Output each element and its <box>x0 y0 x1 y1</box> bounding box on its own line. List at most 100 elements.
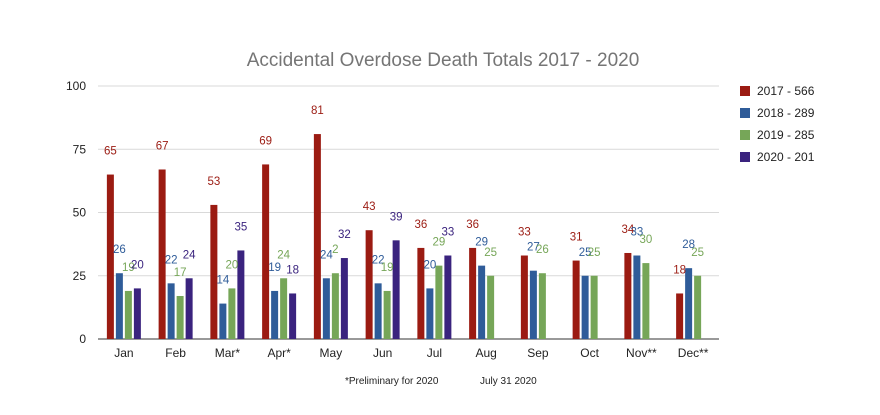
data-label: 53 <box>207 176 220 188</box>
bar <box>435 265 443 339</box>
data-label: 2 <box>332 244 338 256</box>
bar <box>289 293 297 339</box>
data-label: 39 <box>390 211 403 223</box>
data-label: 32 <box>338 229 351 241</box>
bar <box>313 134 321 339</box>
bar <box>158 169 166 339</box>
data-label: 19 <box>381 262 394 274</box>
chart-bars <box>106 134 702 339</box>
footnote-preliminary: *Preliminary for 2020 <box>345 376 439 387</box>
data-label: 24 <box>183 249 196 261</box>
data-label: 18 <box>673 264 686 276</box>
x-tick-label: Dec** <box>678 346 709 360</box>
chart-gridlines <box>98 85 719 340</box>
bar <box>106 174 114 339</box>
bar <box>685 268 693 339</box>
bar <box>115 273 123 339</box>
x-tick-label: Aug <box>475 346 496 360</box>
x-tick-label: Oct <box>580 346 599 360</box>
y-tick-label: 25 <box>73 269 87 283</box>
data-label: 20 <box>423 259 436 271</box>
data-label: 14 <box>216 275 229 287</box>
y-tick-label: 75 <box>73 142 87 156</box>
bar <box>322 278 330 339</box>
bar <box>374 283 382 339</box>
data-label: 43 <box>363 201 376 213</box>
bar <box>176 295 184 339</box>
bar <box>426 288 434 339</box>
legend-label: 2020 - 201 <box>757 150 815 164</box>
data-label: 26 <box>536 244 549 256</box>
legend-swatch <box>740 130 750 140</box>
bar <box>392 240 400 339</box>
legend-label: 2017 - 566 <box>757 84 815 98</box>
data-label: 81 <box>311 105 324 117</box>
bar <box>572 260 580 339</box>
bar <box>478 265 486 339</box>
x-tick-label: Mar* <box>215 346 241 360</box>
x-axis-ticks: Jan Feb Mar* Apr* May Jun Jul Aug Sep Oct Nov** Dec… <box>114 346 709 360</box>
data-label: 19 <box>122 262 135 274</box>
x-tick-label: Jan <box>114 346 133 360</box>
data-label: 36 <box>414 219 427 231</box>
bar <box>633 255 641 339</box>
bar <box>529 270 537 339</box>
x-tick-label: Jun <box>373 346 392 360</box>
bar <box>676 293 684 339</box>
x-tick-label: Jul <box>427 346 442 360</box>
x-tick-label: May <box>320 346 343 360</box>
bar <box>185 278 193 339</box>
data-label: 36 <box>466 219 479 231</box>
x-tick-label: Sep <box>527 346 549 360</box>
x-tick-label: Nov** <box>626 346 657 360</box>
data-label: 22 <box>165 254 178 266</box>
data-label: 25 <box>579 247 592 259</box>
data-label: 25 <box>691 247 704 259</box>
data-label: 24 <box>320 249 333 261</box>
bar <box>383 290 391 339</box>
data-label: 18 <box>286 264 299 276</box>
bar <box>280 278 288 339</box>
legend-swatch <box>740 86 750 96</box>
legend-swatch <box>740 108 750 118</box>
bar <box>262 164 270 339</box>
bar <box>167 283 175 339</box>
data-label: 25 <box>484 247 497 259</box>
bar <box>237 250 245 339</box>
bar <box>487 275 495 339</box>
bar <box>210 204 218 339</box>
chart-title: Accidental Overdose Death Totals 2017 - … <box>247 50 640 71</box>
data-label: 28 <box>682 239 695 251</box>
data-label: 33 <box>630 227 643 239</box>
data-label: 65 <box>104 146 117 158</box>
data-label: 29 <box>432 237 445 249</box>
data-label: 24 <box>277 249 290 261</box>
bar <box>331 273 339 339</box>
bar <box>228 288 236 339</box>
bar <box>520 255 528 339</box>
data-label: 69 <box>259 135 272 147</box>
x-tick-label: Apr* <box>267 346 291 360</box>
bar <box>133 288 141 339</box>
bar <box>642 263 650 339</box>
data-label: 34 <box>621 224 634 236</box>
y-tick-label: 0 <box>79 332 86 346</box>
data-label: 17 <box>174 267 187 279</box>
data-label: 30 <box>639 234 652 246</box>
data-label: 22 <box>372 254 385 266</box>
data-label: 33 <box>441 227 454 239</box>
y-axis-ticks: 0 25 50 75 100 <box>66 79 86 346</box>
data-label: 19 <box>268 262 281 274</box>
bar <box>444 255 452 339</box>
bar <box>417 247 425 339</box>
data-label: 20 <box>225 259 238 271</box>
data-label: 29 <box>475 237 488 249</box>
data-label: 25 <box>588 247 601 259</box>
bar <box>538 273 546 339</box>
legend-label: 2019 - 285 <box>757 128 815 142</box>
data-label: 26 <box>113 244 126 256</box>
footnote-date: July 31 2020 <box>480 376 537 387</box>
bar <box>365 230 373 339</box>
